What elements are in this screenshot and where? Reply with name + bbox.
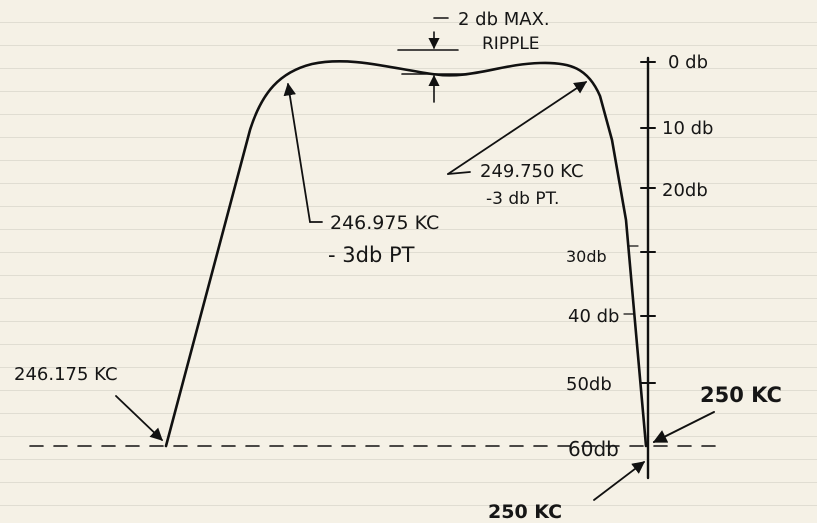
bottom-250kc-arrow <box>593 461 646 501</box>
high-3db-freq: 249.750 KC <box>480 161 584 182</box>
ripple-indicator <box>397 17 467 103</box>
ripple-label-line2: RIPPLE <box>482 34 540 54</box>
low-60db-freq: 246.175 KC <box>14 364 118 385</box>
db-scale-ticks <box>640 61 656 384</box>
high-3db-leader <box>447 81 588 175</box>
low-3db-label: - 3db PT <box>328 243 415 267</box>
low-3db-leader <box>283 82 323 223</box>
ripple-label-line1: 2 db MAX. <box>458 9 550 30</box>
scale-label-30db: 30db <box>566 247 607 266</box>
scale-label-40db: 40 db <box>568 306 619 327</box>
scale-label-20db: 20db <box>662 180 708 201</box>
low-3db-freq: 246.975 KC <box>330 212 439 234</box>
db-scale-labels: 0 db 10 db 20db 30db 40 db 50db 60db <box>566 52 713 461</box>
right-250kc-label: 250 KC <box>700 383 782 407</box>
right-250kc-arrow <box>652 411 715 443</box>
scale-label-0db: 0 db <box>668 52 708 73</box>
scale-label-10db: 10 db <box>662 118 713 139</box>
low-60db-arrow <box>115 395 163 441</box>
scale-label-50db: 50db <box>566 374 612 395</box>
bottom-250kc-label: 250 KC <box>488 501 562 523</box>
scale-label-60db: 60db <box>568 437 619 461</box>
high-3db-label: -3 db PT. <box>486 189 559 209</box>
